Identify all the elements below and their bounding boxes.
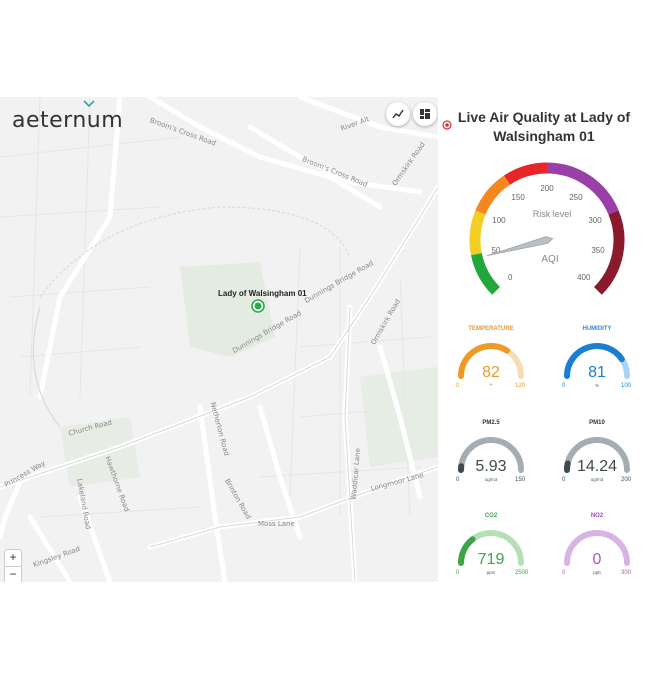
aqi-band	[503, 162, 548, 185]
brand-logo: aeternum	[12, 100, 124, 133]
aqi-band	[470, 252, 501, 295]
gauge-min-label: 0	[456, 477, 460, 483]
gauge-fill	[564, 343, 625, 379]
aqi-band	[469, 210, 486, 256]
aqi-tick-label: 0	[508, 273, 513, 282]
gauge-unit: ppm	[486, 570, 496, 575]
logo-text: aeternum	[12, 108, 124, 133]
gauge-track	[564, 530, 630, 566]
aqi-unit: AQI	[541, 254, 558, 265]
gauge-title: CO2	[484, 513, 498, 519]
gauge-title: PM2.5	[482, 420, 500, 426]
zoom-in-button[interactable]: +	[5, 550, 21, 567]
gauge-unit: ppb	[593, 570, 601, 575]
gauge-min-label: 0	[562, 383, 566, 389]
gauge-min-label: 0	[456, 570, 460, 576]
aqi-band	[475, 175, 511, 215]
gauge-fill	[458, 536, 476, 566]
gauge-max-label: 2500	[515, 570, 529, 576]
aqi-gauge: 0 50 100 150 200 250 300 350 400 Risk level AQI	[469, 162, 625, 295]
gauge-max-label: 300	[621, 570, 632, 576]
gauge-fill	[458, 343, 511, 379]
temperature-gauge	[458, 343, 524, 379]
layout-button[interactable]	[413, 102, 437, 126]
gauge-indicator-icon: ▾	[489, 382, 493, 387]
marker-label: Lady of Walsingham 01	[218, 289, 307, 298]
aqi-tick-label: 50	[492, 246, 501, 255]
aqi-tick-label: 100	[492, 216, 506, 225]
trend-button[interactable]	[386, 102, 410, 126]
zoom-control: + −	[4, 549, 22, 582]
gauge-track	[564, 437, 630, 473]
gauge-value: 5.93	[475, 458, 507, 475]
street-label: Moss Lane	[258, 520, 295, 528]
logo-mark-icon	[83, 100, 95, 108]
aqi-tick-label: 200	[540, 184, 554, 193]
gauge-max-label: 150	[515, 477, 526, 483]
humidity-gauge	[564, 343, 630, 379]
aqi-band	[546, 162, 619, 215]
aqi-tick-label: 150	[511, 193, 525, 202]
gauge-title: TEMPERATURE	[468, 326, 514, 332]
gauge-fill	[564, 460, 571, 473]
gauge-unit: ug/m3	[590, 477, 604, 482]
gauge-title: NO2	[590, 513, 604, 519]
gauge-unit: ug/m3	[484, 477, 498, 482]
gauge-title: PM10	[589, 420, 605, 426]
pm10-gauge	[564, 437, 630, 473]
aqi-band	[593, 210, 625, 295]
no2-gauge	[564, 530, 630, 566]
map-roads	[0, 97, 438, 582]
location-pin-icon[interactable]	[442, 120, 452, 130]
gauge-value: 719	[477, 551, 505, 568]
trend-line-icon	[392, 109, 404, 119]
gauge-max-label: 100	[621, 383, 632, 389]
sensor-marker-icon[interactable]	[251, 299, 265, 313]
gauge-value: 82	[482, 364, 500, 381]
gauge-title: HUMIDITY	[582, 326, 612, 332]
gauge-unit: %	[594, 383, 599, 388]
aqi-tick-label: 300	[588, 216, 602, 225]
gauge-value: 81	[588, 364, 606, 381]
gauge-value: 0	[592, 551, 602, 568]
dashboard-layout-icon	[420, 109, 430, 119]
gauge-min-label: 0	[456, 383, 460, 389]
gauge-track	[458, 437, 524, 473]
gauge-max-label: 120	[515, 383, 526, 389]
co2-gauge	[458, 530, 524, 566]
gauge-min-label: 0	[562, 477, 566, 483]
gauge-min-label: 0	[562, 570, 566, 576]
panel-title: Live Air Quality at Lady of Walsingham 0…	[457, 109, 631, 144]
aqi-needle	[486, 236, 554, 256]
gauge-value: 14.24	[576, 458, 618, 475]
pm25-gauge	[458, 437, 524, 473]
aqi-tick-label: 250	[569, 193, 583, 202]
map-view[interactable]: + −	[0, 97, 438, 582]
gauge-max-label: 200	[621, 477, 632, 483]
aqi-tick-label: 350	[591, 246, 605, 255]
zoom-out-button[interactable]: −	[9, 567, 17, 581]
aqi-tick-label: 400	[577, 273, 591, 282]
aqi-risk-label: Risk level	[533, 209, 572, 219]
